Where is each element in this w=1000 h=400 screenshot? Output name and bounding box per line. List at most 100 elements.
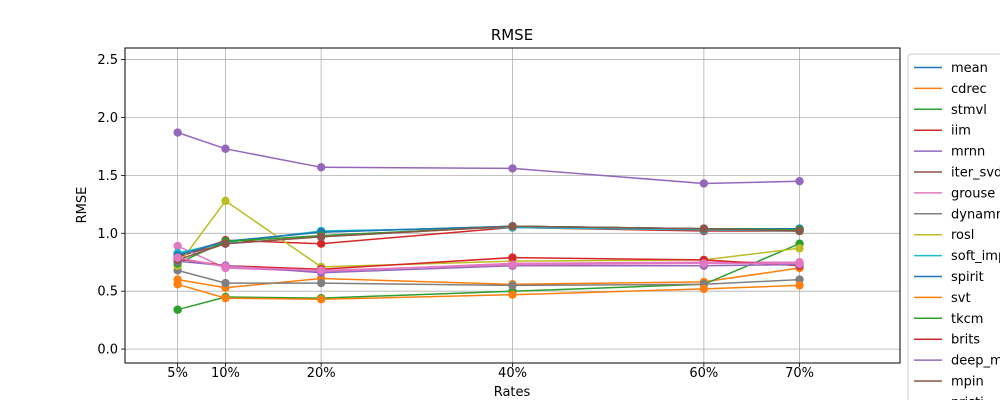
data-point-dynammo: [795, 275, 804, 284]
data-point-mpin: [795, 226, 804, 236]
series-line-mrnn: [177, 131, 800, 185]
data-point-mpin: [316, 232, 326, 241]
legend-entry-stmvl: stmvl: [914, 103, 987, 118]
legend-label: svt: [951, 291, 971, 306]
legend-label: mean: [951, 61, 988, 76]
legend-label: mpin: [951, 375, 984, 390]
data-point-pristi: [795, 259, 804, 268]
legend-entry-spirit: spirit: [914, 270, 984, 285]
y-tick-label: 1.5: [97, 169, 118, 184]
data-point-svt: [221, 293, 230, 303]
legend-entry-iter_svd: iter_svd: [914, 166, 1000, 181]
legend-label: cdrec: [951, 82, 987, 97]
legend-entry-soft_impute: soft_impute: [914, 249, 1000, 264]
legend-label: rosl: [951, 228, 974, 243]
data-point-stmvl: [173, 305, 182, 314]
legend-entry-grouse: grouse: [914, 186, 995, 201]
series-layer: [173, 128, 804, 314]
data-point-mrnn: [316, 163, 326, 172]
data-point-mpin: [699, 224, 709, 233]
data-point-svt: [173, 280, 182, 289]
legend-label: stmvl: [951, 103, 987, 118]
legend-entry-tkcm: tkcm: [914, 312, 983, 327]
legend-label: mrnn: [951, 145, 985, 160]
legend-entry-dynammo: dynammo: [914, 207, 1000, 222]
data-point-grouse: [173, 241, 182, 251]
legend-entry-svt: svt: [914, 291, 971, 306]
data-point-dynammo: [508, 281, 517, 290]
y-axis-ticks: 0.0 0.5 1.0 1.5 2.0 2.5: [97, 53, 125, 358]
data-point-mrnn: [221, 144, 230, 153]
legend-entry-deep_mvi: deep_mvi: [914, 354, 1000, 369]
legend-entry-mean: mean: [914, 61, 988, 76]
legend-label: grouse: [951, 186, 995, 201]
data-point-mpin: [221, 239, 230, 248]
legend-entry-mrnn: mrnn: [914, 145, 985, 160]
data-point-iim: [316, 239, 326, 248]
y-tick-label: 1.0: [97, 227, 118, 242]
x-tick-label: 10%: [211, 366, 240, 381]
data-point-dynammo: [316, 278, 326, 288]
legend-entry-rosl: rosl: [914, 228, 974, 243]
data-point-pristi: [173, 253, 182, 262]
series-line-dynammo: [177, 269, 800, 287]
legend-label: dynammo: [951, 207, 1000, 222]
x-tick-label: 5%: [167, 366, 188, 381]
x-tick-label: 40%: [498, 366, 527, 381]
legend-label: spirit: [951, 270, 984, 285]
series-line-mpin: [177, 225, 800, 261]
y-axis-label: RMSE: [75, 187, 90, 224]
y-tick-label: 0.0: [97, 343, 118, 358]
legend-label: tkcm: [951, 312, 983, 327]
x-tick-label: 70%: [785, 366, 814, 381]
legend-entry-pristi: pristi: [951, 395, 984, 400]
legend-label: iim: [951, 124, 971, 139]
series-line-stmvl: [177, 243, 800, 311]
y-tick-label: 2.5: [97, 53, 118, 68]
data-point-rosl: [795, 244, 804, 253]
x-tick-label: 60%: [689, 366, 718, 381]
series-mrnn: [173, 128, 804, 188]
x-axis-label: Rates: [494, 385, 531, 400]
legend-entry-iim: iim: [914, 124, 971, 139]
data-point-brits: [508, 253, 517, 262]
data-point-svt: [699, 284, 709, 294]
series-stmvl: [173, 239, 804, 314]
data-point-mrnn: [699, 179, 709, 188]
series-svt: [173, 280, 804, 304]
y-tick-label: 2.0: [97, 111, 118, 126]
series-line-pristi: [177, 256, 800, 272]
data-point-svt: [795, 281, 804, 290]
x-tick-label: 20%: [307, 366, 336, 381]
data-point-dynammo: [221, 278, 230, 288]
legend-label: pristi: [951, 395, 984, 400]
data-point-mrnn: [508, 164, 517, 173]
data-point-pristi: [316, 266, 326, 275]
grid-lines: [125, 48, 900, 363]
legend-entry-brits: brits: [914, 333, 980, 348]
y-tick-label: 0.5: [97, 285, 118, 300]
legend-label: iter_svd: [951, 166, 1000, 181]
legend-box: [907, 53, 1000, 400]
series-line-svt: [177, 283, 800, 301]
data-point-pristi: [508, 260, 517, 269]
legend-label: brits: [951, 333, 980, 348]
legend-label: soft_impute: [951, 249, 1000, 264]
data-point-mrnn: [795, 176, 804, 186]
legend-label: deep_mvi: [951, 354, 1000, 369]
series-pristi: [173, 253, 804, 275]
legend-entry-mpin: mpin: [914, 375, 984, 390]
legend-entry-cdrec: cdrec: [914, 82, 987, 97]
data-point-pristi: [699, 259, 709, 268]
data-point-mrnn: [173, 128, 182, 137]
data-point-rosl: [221, 196, 230, 206]
series-line-cdrec: [177, 267, 800, 289]
data-point-mpin: [508, 222, 517, 231]
x-axis-ticks: 5% 10% 20% 40% 60% 70%: [167, 363, 814, 381]
data-point-svt: [508, 290, 517, 299]
chart-title: RMSE: [491, 26, 533, 44]
data-point-pristi: [221, 262, 230, 272]
data-point-svt: [316, 295, 326, 304]
